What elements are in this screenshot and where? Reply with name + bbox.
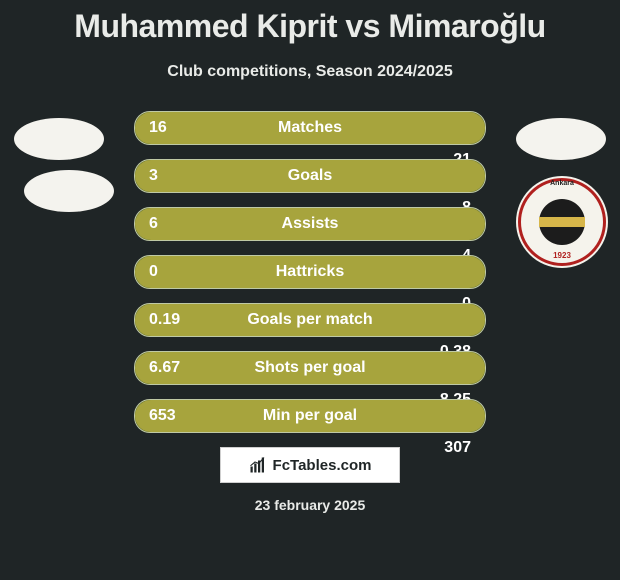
brand-text: FcTables.com — [273, 457, 372, 474]
stat-left-value: 3 — [149, 160, 158, 192]
stat-row: 6.67Shots per goal8.25 — [134, 351, 486, 385]
stat-row: 6Assists4 — [134, 207, 486, 241]
stat-left-value: 6.67 — [149, 352, 180, 384]
player-left-crest-placeholder-1 — [14, 118, 104, 160]
page-date: 23 february 2025 — [0, 497, 620, 513]
stat-left-value: 0 — [149, 256, 158, 288]
stat-right-value: 307 — [444, 432, 471, 464]
stat-row-content: 0.19Goals per match0.38 — [135, 304, 485, 336]
stat-row-content: 3Goals8 — [135, 160, 485, 192]
stat-label: Hattricks — [135, 256, 485, 288]
stat-label: Matches — [135, 112, 485, 144]
player-left-crest-placeholder-2 — [24, 170, 114, 212]
stat-row: 3Goals8 — [134, 159, 486, 193]
stat-row-content: 0Hattricks0 — [135, 256, 485, 288]
stat-left-value: 0.19 — [149, 304, 180, 336]
stat-row-content: 6.67Shots per goal8.25 — [135, 352, 485, 384]
stat-left-value: 653 — [149, 400, 176, 432]
crest-year: 1923 — [516, 251, 608, 260]
stat-rows: 16Matches21 3Goals8 6Assists4 0Hattricks0 0.… — [0, 111, 620, 433]
stat-row: 653Min per goal307 — [134, 399, 486, 433]
page-title: Muhammed Kiprit vs Mimaroğlu — [0, 0, 620, 45]
page-subtitle: Club competitions, Season 2024/2025 — [0, 63, 620, 81]
player-right-crest-placeholder — [516, 118, 606, 160]
crest-inner — [539, 199, 585, 245]
stat-row: 0.19Goals per match0.38 — [134, 303, 486, 337]
stat-left-value: 6 — [149, 208, 158, 240]
stat-label: Shots per goal — [135, 352, 485, 384]
crest-stripe — [539, 217, 585, 227]
club-crest-right: Ankara 1923 — [516, 176, 608, 268]
brand-box[interactable]: FcTables.com — [220, 447, 400, 483]
stat-row: 16Matches21 — [134, 111, 486, 145]
stat-row-content: 16Matches21 — [135, 112, 485, 144]
stat-left-value: 16 — [149, 112, 167, 144]
crest-top-text: Ankara — [516, 180, 608, 187]
stat-label: Goals — [135, 160, 485, 192]
stat-row-content: 6Assists4 — [135, 208, 485, 240]
stat-label: Assists — [135, 208, 485, 240]
stat-row: 0Hattricks0 — [134, 255, 486, 289]
stat-row-content: 653Min per goal307 — [135, 400, 485, 432]
stat-label: Goals per match — [135, 304, 485, 336]
brand-logo-icon — [249, 456, 267, 474]
stat-label: Min per goal — [135, 400, 485, 432]
